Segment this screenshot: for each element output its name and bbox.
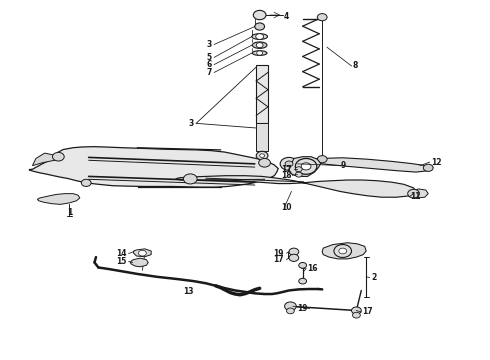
Text: 5: 5 [207, 53, 212, 62]
Circle shape [408, 189, 419, 198]
Circle shape [139, 250, 147, 256]
Polygon shape [29, 147, 278, 187]
Text: 15: 15 [117, 257, 127, 266]
Circle shape [285, 302, 296, 311]
Polygon shape [289, 157, 321, 176]
Circle shape [299, 278, 307, 284]
Text: 17: 17 [281, 165, 292, 174]
Circle shape [423, 164, 433, 171]
Text: 19: 19 [273, 249, 284, 258]
Circle shape [352, 312, 360, 318]
Circle shape [259, 158, 270, 167]
Circle shape [260, 154, 265, 157]
Text: 7: 7 [206, 68, 212, 77]
Circle shape [256, 34, 264, 40]
Text: 9: 9 [340, 161, 345, 170]
Circle shape [295, 158, 317, 174]
Circle shape [334, 244, 351, 257]
Text: 14: 14 [116, 249, 127, 258]
Text: 4: 4 [284, 12, 289, 21]
Text: 3: 3 [189, 119, 194, 128]
Circle shape [256, 151, 268, 160]
Text: 19: 19 [297, 304, 308, 313]
Text: 18: 18 [281, 171, 292, 180]
Polygon shape [134, 249, 151, 257]
Text: 17: 17 [273, 255, 284, 264]
Circle shape [255, 23, 265, 30]
Circle shape [289, 248, 299, 255]
Circle shape [295, 167, 302, 172]
Circle shape [299, 262, 307, 268]
Circle shape [305, 159, 317, 168]
Text: 3: 3 [206, 40, 212, 49]
Polygon shape [304, 158, 433, 172]
Text: 8: 8 [352, 62, 358, 71]
Polygon shape [130, 258, 148, 267]
Text: 12: 12 [431, 158, 441, 167]
Text: 17: 17 [362, 307, 373, 316]
Circle shape [256, 42, 263, 48]
Polygon shape [256, 123, 268, 151]
Ellipse shape [252, 51, 267, 55]
Text: 10: 10 [282, 203, 292, 212]
Circle shape [257, 51, 263, 55]
Polygon shape [175, 176, 417, 197]
Circle shape [301, 163, 311, 170]
Circle shape [289, 254, 299, 261]
Circle shape [351, 307, 361, 314]
Circle shape [339, 248, 346, 254]
Text: 1: 1 [68, 208, 73, 217]
Polygon shape [256, 65, 268, 123]
Circle shape [295, 172, 302, 177]
Circle shape [81, 179, 91, 186]
Text: 6: 6 [206, 60, 212, 69]
Circle shape [285, 161, 293, 167]
Text: 16: 16 [307, 264, 318, 273]
Circle shape [52, 152, 64, 161]
Ellipse shape [252, 42, 267, 48]
Circle shape [287, 308, 294, 314]
Polygon shape [322, 243, 366, 259]
Ellipse shape [252, 34, 268, 40]
Circle shape [318, 14, 327, 21]
Polygon shape [409, 189, 428, 198]
Polygon shape [37, 194, 80, 204]
Circle shape [183, 174, 197, 184]
Polygon shape [32, 153, 58, 166]
Text: 2: 2 [371, 273, 376, 282]
Circle shape [253, 10, 266, 20]
Text: 11: 11 [410, 192, 420, 201]
Text: 13: 13 [184, 287, 194, 296]
Circle shape [280, 157, 298, 170]
Circle shape [318, 156, 327, 163]
